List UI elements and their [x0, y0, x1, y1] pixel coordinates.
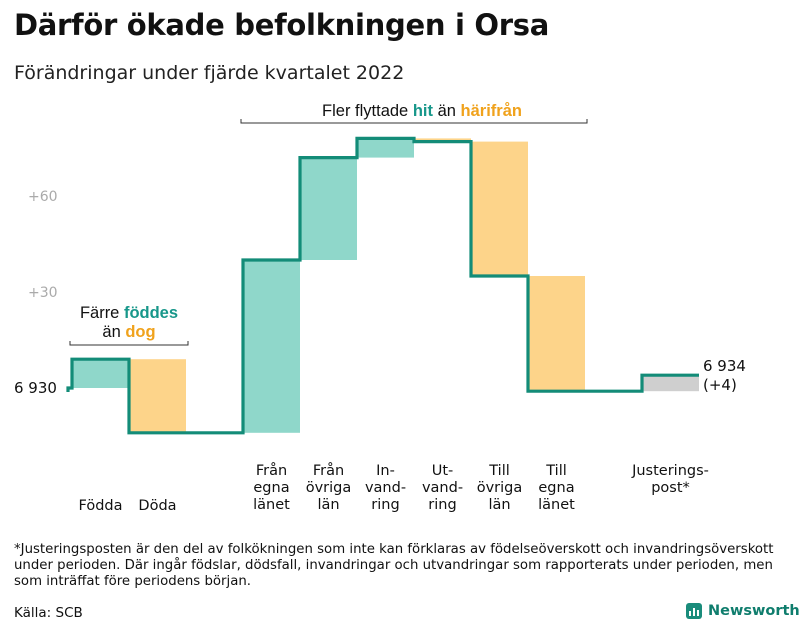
- newsworthy-logo-icon: [686, 603, 702, 619]
- category-label-till-ovriga-lan: län: [488, 497, 510, 513]
- chart-subtitle: Förändringar under fjärde kvartalet 2022: [14, 62, 405, 84]
- footnote: *Justeringsposten är den del av folkökni…: [14, 542, 774, 589]
- end-change-label: (+4): [703, 376, 737, 394]
- annotation-births-line2-part: än: [102, 323, 125, 341]
- annotation-bracket-births: [69, 341, 189, 346]
- brand-name: Newsworthy: [708, 603, 800, 619]
- category-label-utvandring: vand-: [422, 480, 463, 496]
- category-label-fran-egna-lanet: egna: [253, 480, 289, 496]
- bar-fran-egna-lanet: [243, 260, 300, 433]
- category-label-fran-ovriga-lan: Från: [313, 462, 344, 479]
- annotation-migration-part: hit: [413, 102, 434, 120]
- category-label-till-egna-lanet: länet: [538, 497, 575, 513]
- category-label-utvandring: Ut-: [432, 463, 454, 479]
- category-label-doda: Döda: [138, 498, 176, 514]
- y-tick-label: +30: [28, 285, 58, 301]
- category-label-till-egna-lanet: Till: [545, 463, 567, 479]
- category-label-invandring: In-: [376, 463, 395, 479]
- category-label-fran-egna-lanet: länet: [253, 497, 290, 513]
- annotation-births-line2-part: dog: [125, 323, 155, 341]
- annotation-births-line1-part: föddes: [124, 304, 178, 322]
- y-tick-label: +60: [28, 189, 58, 205]
- category-label-fran-egna-lanet: Från: [256, 462, 287, 479]
- category-label-invandring: ring: [371, 497, 399, 513]
- annotation-bracket-migration: [240, 119, 588, 124]
- bar-invandring: [357, 138, 414, 158]
- bar-fodda: [72, 359, 129, 388]
- category-label-till-ovriga-lan: övriga: [477, 480, 523, 496]
- bar-doda: [129, 359, 186, 433]
- brand-logo: Newsworthy: [686, 603, 800, 619]
- chart-title: Därför ökade befolkningen i Orsa: [14, 8, 549, 42]
- category-label-justeringspost: post*: [651, 480, 690, 496]
- bar-fran-ovriga-lan: [300, 157, 357, 260]
- annotation-migration-part: härifrån: [461, 102, 522, 120]
- bar-till-egna-lanet: [528, 276, 585, 392]
- category-label-invandring: vand-: [365, 480, 406, 496]
- step-line: [66, 136, 699, 435]
- end-value-label: 6 934: [703, 357, 746, 375]
- category-label-utvandring: ring: [428, 497, 456, 513]
- annotation-births-line2: än dog: [102, 323, 155, 341]
- annotation-migration-part: än: [433, 102, 461, 120]
- category-label-fran-ovriga-lan: län: [317, 497, 339, 513]
- category-label-fodda: Födda: [79, 498, 123, 514]
- category-label-justeringspost: Justerings-: [631, 463, 709, 479]
- annotation-migration: Fler flyttade hit än härifrån: [322, 102, 522, 120]
- annotation-migration-part: Fler flyttade: [322, 102, 413, 120]
- source-label: Källa: SCB: [14, 605, 83, 621]
- bar-till-ovriga-lan: [471, 141, 528, 276]
- start-value-label: 6 930: [14, 379, 57, 397]
- bar-justeringspost: [642, 375, 699, 392]
- category-label-till-egna-lanet: egna: [538, 480, 574, 496]
- category-label-till-ovriga-lan: Till: [488, 463, 510, 479]
- annotation-births-line1-part: Färre: [80, 304, 124, 322]
- annotation-births-line1: Färre föddes: [80, 304, 178, 322]
- category-label-fran-ovriga-lan: övriga: [306, 480, 352, 496]
